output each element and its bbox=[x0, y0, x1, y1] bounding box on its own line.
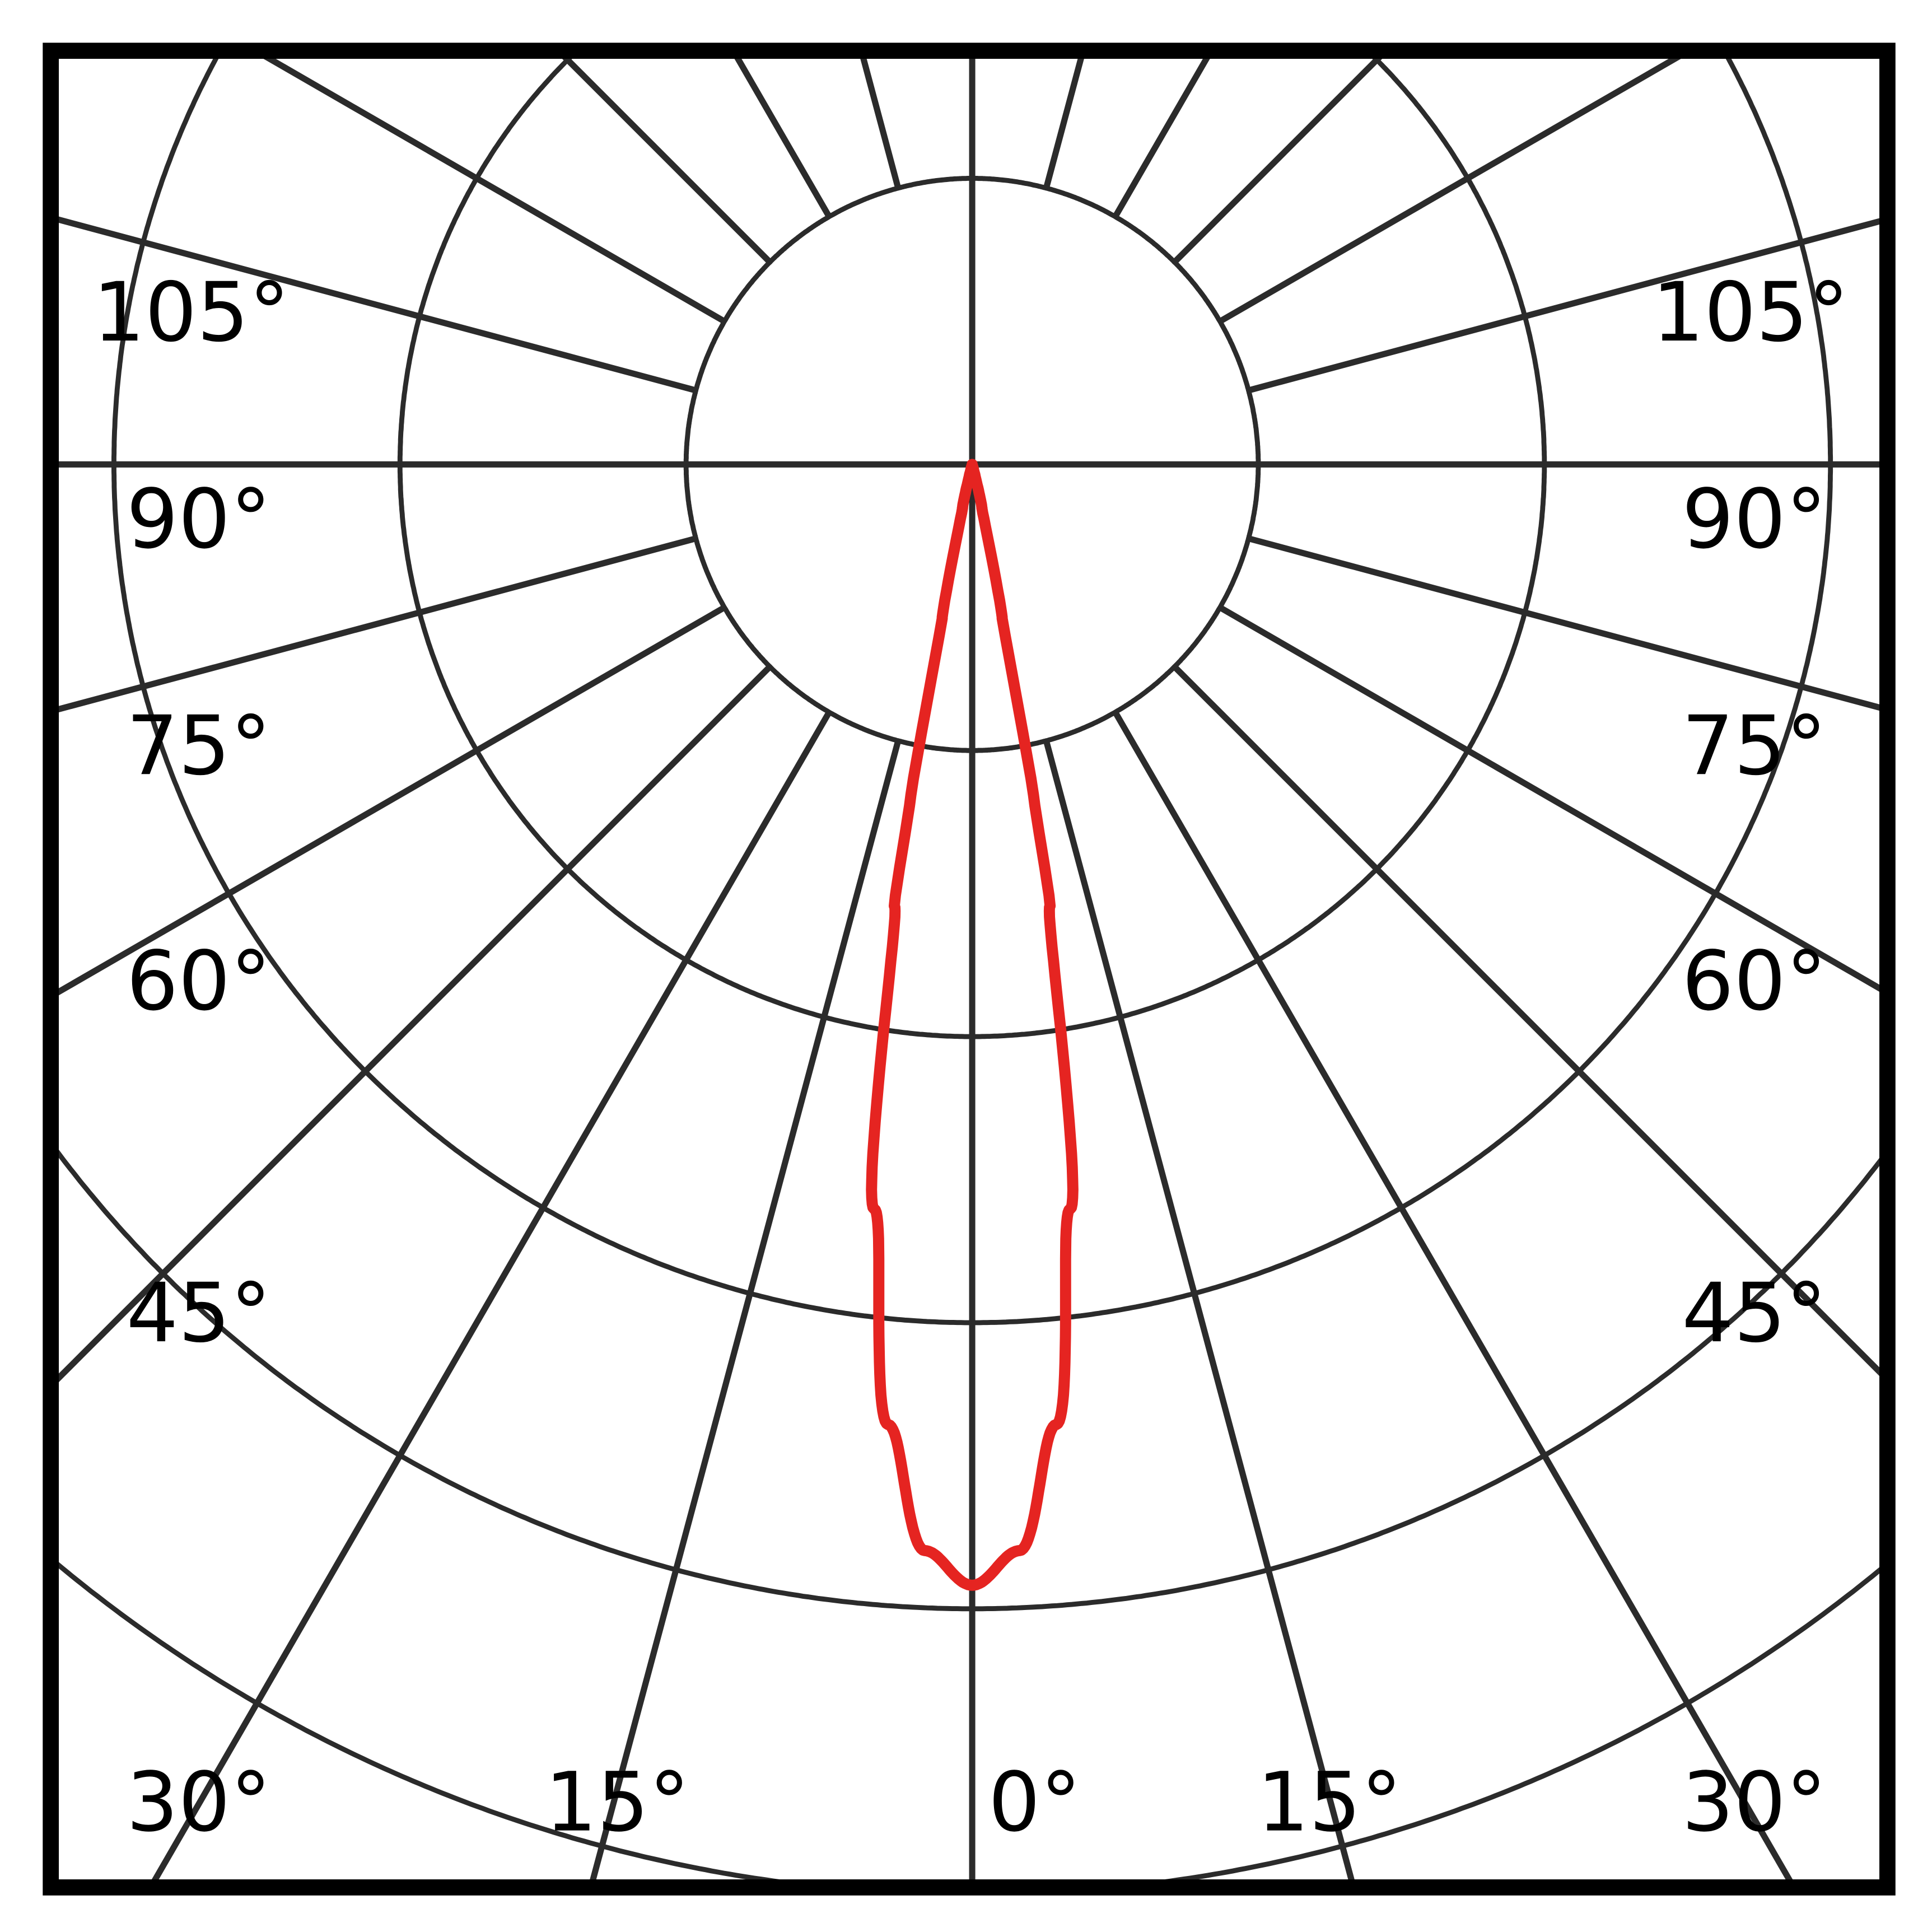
grid-spoke bbox=[49, 604, 726, 1000]
grid-spoke bbox=[1043, 50, 1086, 189]
angle-label-bottom: 15° bbox=[1257, 1756, 1402, 1850]
grid-spoke bbox=[1218, 48, 1691, 324]
grid-spoke bbox=[254, 48, 726, 324]
angle-label-right: 105° bbox=[1652, 265, 1849, 360]
grid-ring bbox=[1121, 1562, 1889, 1890]
angle-label-right: 30° bbox=[1682, 1756, 1827, 1850]
angle-label-left: 90° bbox=[127, 473, 272, 567]
angle-label-bottom: 0° bbox=[988, 1756, 1081, 1850]
grid-ring bbox=[51, 1558, 823, 1890]
angle-label-bottom: 15° bbox=[545, 1756, 690, 1850]
grid-spoke bbox=[587, 740, 902, 1888]
grid-spoke bbox=[1172, 48, 1388, 265]
angle-label-left: 45° bbox=[127, 1266, 272, 1361]
grid-spoke bbox=[50, 214, 697, 394]
grid-spoke bbox=[148, 710, 832, 1889]
polar-grid bbox=[48, 48, 1890, 1890]
grid-spoke bbox=[858, 50, 902, 189]
angle-label-left: 105° bbox=[93, 265, 290, 360]
grid-spoke bbox=[50, 535, 697, 715]
angle-label-left: 30° bbox=[127, 1756, 272, 1850]
angle-label-right: 45° bbox=[1682, 1266, 1827, 1361]
grid-spoke bbox=[48, 664, 772, 1388]
angle-labels: 105° 90° 75° 60° 45° 30° 105° 90° 75° 60° 45° 30° 15… bbox=[93, 265, 1849, 1850]
angle-label-left: 60° bbox=[127, 934, 272, 1029]
grid-spoke bbox=[1172, 664, 1890, 1382]
grid-spoke bbox=[730, 49, 832, 218]
angle-label-right: 60° bbox=[1682, 934, 1827, 1029]
intensity-curve bbox=[866, 459, 1079, 1591]
chart-frame bbox=[43, 43, 1896, 1896]
angle-label-left: 75° bbox=[127, 699, 272, 794]
grid-ring bbox=[50, 1144, 1888, 1612]
angle-label-right: 75° bbox=[1682, 699, 1827, 794]
grid-spoke bbox=[556, 48, 772, 265]
grid-spoke bbox=[1218, 604, 1889, 996]
grid-spoke bbox=[1112, 49, 1214, 218]
grid-spoke bbox=[1112, 710, 1796, 1889]
grid-spoke bbox=[1043, 740, 1357, 1888]
curve-layer bbox=[866, 459, 1079, 1591]
angle-label-right: 90° bbox=[1682, 473, 1827, 567]
grid-spoke bbox=[1248, 535, 1888, 713]
grid-spoke bbox=[1248, 216, 1888, 394]
